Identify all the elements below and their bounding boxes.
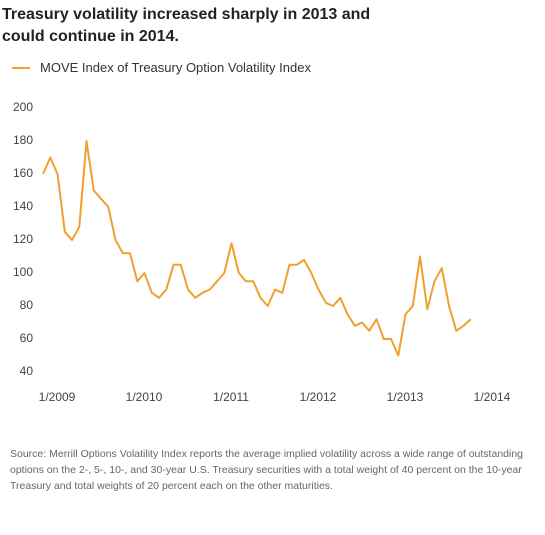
- y-tick-label: 200: [13, 100, 33, 114]
- chart-title: Treasury volatility increased sharply in…: [2, 6, 371, 45]
- x-tick-label: 1/2011: [213, 390, 249, 404]
- x-tick-label: 1/2012: [300, 390, 337, 404]
- y-tick-label: 40: [20, 364, 34, 378]
- y-tick-label: 120: [13, 232, 33, 246]
- y-tick-label: 80: [20, 298, 34, 312]
- source-note: Source: Merrill Options Volatility Index…: [10, 448, 524, 492]
- x-tick-label: 1/2013: [387, 390, 424, 404]
- x-tick-label: 1/2010: [126, 390, 163, 404]
- y-tick-label: 60: [20, 331, 34, 345]
- y-tick-label: 180: [13, 133, 33, 147]
- legend: MOVE Index of Treasury Option Volatility…: [12, 60, 311, 75]
- data-line: [42, 140, 472, 357]
- y-tick-label: 160: [13, 166, 33, 180]
- x-tick-label: 1/2009: [39, 390, 76, 404]
- chart: 40 60 80 100 120 140 160 180 200 1/2009 1/2010 1/20…: [13, 100, 511, 404]
- y-tick-label: 100: [13, 265, 33, 279]
- legend-label: MOVE Index of Treasury Option Volatility…: [40, 60, 311, 75]
- legend-swatch: [12, 66, 30, 69]
- y-tick-label: 140: [13, 199, 33, 213]
- x-tick-label: 1/2014: [474, 390, 511, 404]
